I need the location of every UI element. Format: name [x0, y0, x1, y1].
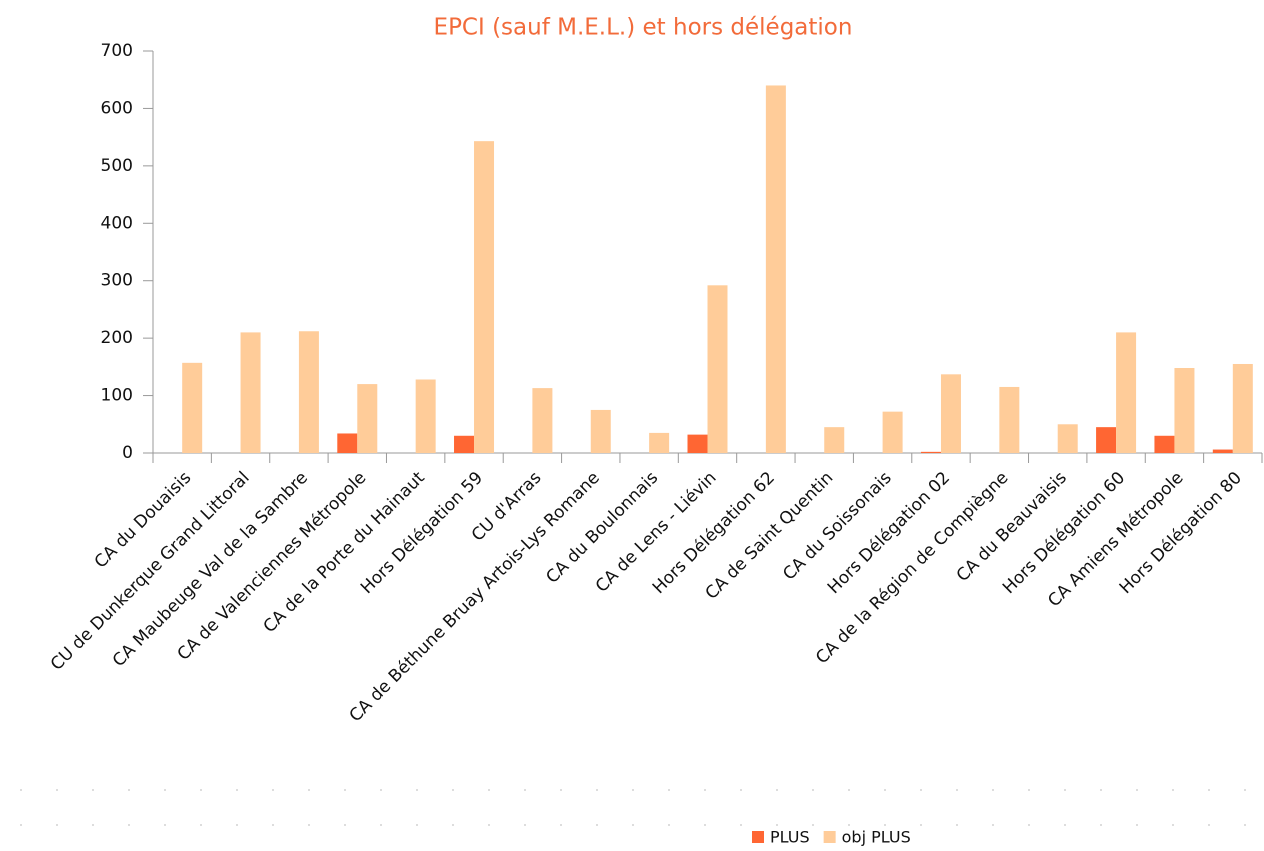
bar: [1057, 424, 1078, 453]
bar: [415, 379, 436, 453]
bar: [337, 433, 358, 453]
bar: [182, 362, 203, 453]
background-dots: [20, 789, 1250, 826]
y-tick-label: 700: [101, 41, 133, 61]
legend-swatch: [823, 831, 836, 843]
legend-label: PLUS: [770, 828, 810, 847]
legend-swatch: [752, 831, 764, 843]
bar: [1174, 368, 1195, 453]
y-tick-label: 100: [101, 386, 133, 406]
legend-label: obj PLUS: [842, 828, 911, 847]
bar: [298, 331, 319, 453]
y-tick-label: 400: [101, 213, 133, 233]
bar: [454, 435, 475, 453]
bar: [1154, 435, 1175, 453]
bar: [1232, 363, 1253, 453]
bar: [707, 285, 728, 453]
y-tick-label: 300: [101, 271, 133, 291]
bar: [999, 386, 1020, 453]
bar: [357, 384, 378, 453]
bar: [1116, 332, 1137, 453]
bar: [765, 85, 786, 453]
bar: [882, 411, 903, 453]
bar: [687, 434, 708, 453]
x-tick-label: CA du Beauvaisis: [953, 468, 1071, 586]
bar: [532, 388, 553, 453]
bar: [1096, 427, 1117, 453]
y-tick-label: 0: [122, 443, 133, 463]
x-tick-label: CA du Soissonais: [779, 468, 896, 585]
bar: [824, 427, 845, 453]
y-tick-label: 200: [101, 328, 133, 348]
x-tick-label: CA du Douaisis: [91, 468, 196, 573]
bar: [240, 332, 261, 453]
bar: [474, 141, 495, 454]
bar: [940, 374, 961, 453]
bar: [649, 432, 670, 453]
y-tick-label: 600: [101, 98, 133, 118]
bar: [590, 409, 611, 453]
bar: [920, 451, 941, 453]
bar: [1212, 449, 1233, 453]
y-tick-label: 500: [101, 156, 133, 176]
chart-title: EPCI (sauf M.E.L.) et hors délégation: [434, 15, 853, 41]
x-tick-label: CA du Boulonnais: [542, 468, 662, 588]
